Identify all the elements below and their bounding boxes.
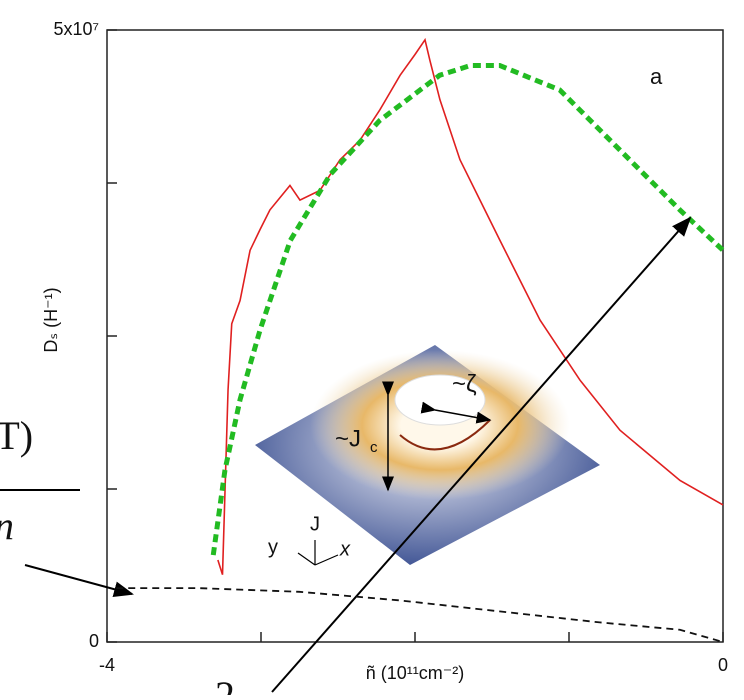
panel-label: a	[650, 64, 663, 89]
inset-label: x	[339, 538, 351, 560]
axis-glyph	[298, 553, 315, 565]
inset-label: ~ζ	[452, 370, 477, 397]
y-tick-label: 5x10⁷	[53, 19, 99, 39]
page: ~J c ~ζ y J x a (T) n 2 ñ (10¹¹cm⁻²) Dₛ …	[0, 0, 744, 700]
inset-label: J	[310, 513, 320, 535]
equation-fragment: 2	[215, 673, 235, 695]
inset-label: y	[268, 536, 278, 558]
series-line	[116, 588, 723, 642]
x-axis-label: ñ (10¹¹cm⁻²)	[366, 663, 465, 683]
x-tick-label: -4	[99, 655, 115, 675]
equation-fragment: n	[0, 503, 14, 548]
arrow	[25, 565, 132, 594]
chart: ~J c ~ζ y J x a (T) n 2 ñ (10¹¹cm⁻²) Dₛ …	[0, 0, 744, 695]
y-tick-label: 0	[89, 631, 99, 651]
x-tick-label: 0	[718, 655, 728, 675]
y-axis-label: Dₛ (H⁻¹)	[41, 287, 61, 352]
inset-label: c	[370, 439, 378, 456]
equation-fragment: (T)	[0, 413, 33, 458]
axis-glyph	[315, 555, 338, 565]
inset-label: ~J	[335, 425, 361, 452]
